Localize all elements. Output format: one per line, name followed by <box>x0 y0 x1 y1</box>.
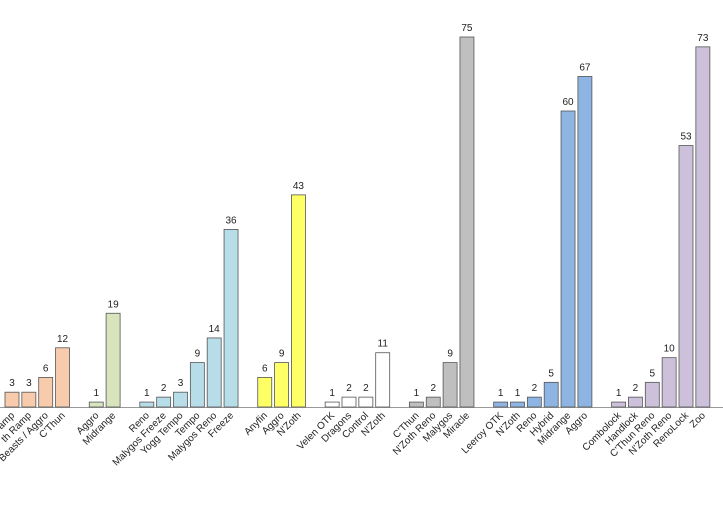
bar <box>324 401 340 408</box>
bar <box>375 352 391 408</box>
value-label: 2 <box>430 383 436 394</box>
bar <box>139 401 155 408</box>
bar <box>156 396 172 408</box>
bar <box>341 396 357 408</box>
value-label: 5 <box>650 368 656 379</box>
bar <box>661 357 677 408</box>
bar <box>611 401 626 408</box>
bar <box>510 401 525 408</box>
value-label: 10 <box>664 344 676 355</box>
bar <box>55 347 70 408</box>
bar <box>493 401 509 408</box>
bar <box>543 381 559 408</box>
value-label: 9 <box>447 349 453 360</box>
bar <box>695 46 711 408</box>
value-label: 60 <box>562 97 574 108</box>
value-label: 75 <box>461 23 473 34</box>
value-label: 2 <box>161 383 167 394</box>
value-label: 3 <box>178 378 184 389</box>
value-label: 1 <box>414 388 420 399</box>
value-label: 14 <box>209 324 221 335</box>
bar <box>223 228 239 408</box>
bar <box>189 362 205 408</box>
bar <box>38 376 54 408</box>
bar <box>644 381 660 408</box>
value-label: 5 <box>548 368 554 379</box>
value-label: 12 <box>57 334 69 345</box>
value-label: 2 <box>363 383 369 394</box>
bar <box>459 36 475 408</box>
bar <box>678 145 694 408</box>
value-label: 1 <box>329 388 335 399</box>
value-label: 6 <box>262 363 268 374</box>
value-label: 1 <box>144 388 150 399</box>
value-label: 2 <box>532 383 538 394</box>
bar <box>257 376 273 408</box>
bar <box>628 396 643 408</box>
bar <box>560 110 576 408</box>
bar <box>526 396 542 408</box>
value-label: 9 <box>195 349 201 360</box>
bar <box>442 362 458 408</box>
bar <box>291 194 306 408</box>
value-label: 1 <box>498 388 504 399</box>
value-label: 3 <box>9 378 15 389</box>
value-label: 67 <box>579 62 591 73</box>
bar <box>274 362 290 408</box>
value-label: 11 <box>378 339 389 350</box>
value-label: 2 <box>633 383 639 394</box>
bar <box>105 312 121 408</box>
bar <box>4 391 20 408</box>
bar <box>21 391 37 408</box>
value-label: 1 <box>93 388 99 399</box>
value-label: 73 <box>697 33 709 44</box>
value-label: 6 <box>43 363 49 374</box>
value-label: 2 <box>346 383 352 394</box>
value-label: 3 <box>26 378 32 389</box>
bar <box>358 396 374 408</box>
bar <box>425 396 441 408</box>
bar <box>173 391 188 408</box>
value-label: 36 <box>225 215 237 226</box>
bar <box>577 76 593 408</box>
bar <box>88 401 104 408</box>
bar <box>206 337 222 408</box>
value-label: 9 <box>279 349 285 360</box>
value-label: 43 <box>293 181 305 192</box>
value-label: 53 <box>680 132 692 143</box>
value-label: 1 <box>515 388 521 399</box>
bar <box>408 401 424 408</box>
value-label: 19 <box>108 299 120 310</box>
value-label: 1 <box>616 388 622 399</box>
